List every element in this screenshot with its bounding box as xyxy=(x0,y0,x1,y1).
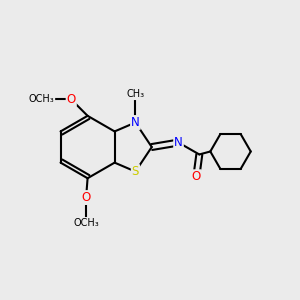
Text: N: N xyxy=(174,136,183,149)
Text: O: O xyxy=(67,93,76,106)
Text: O: O xyxy=(192,170,201,183)
Text: O: O xyxy=(82,191,91,204)
Text: OCH₃: OCH₃ xyxy=(73,218,99,228)
Text: OCH₃: OCH₃ xyxy=(28,94,54,104)
Text: N: N xyxy=(131,116,140,129)
Text: CH₃: CH₃ xyxy=(126,89,145,99)
Text: S: S xyxy=(132,165,139,178)
